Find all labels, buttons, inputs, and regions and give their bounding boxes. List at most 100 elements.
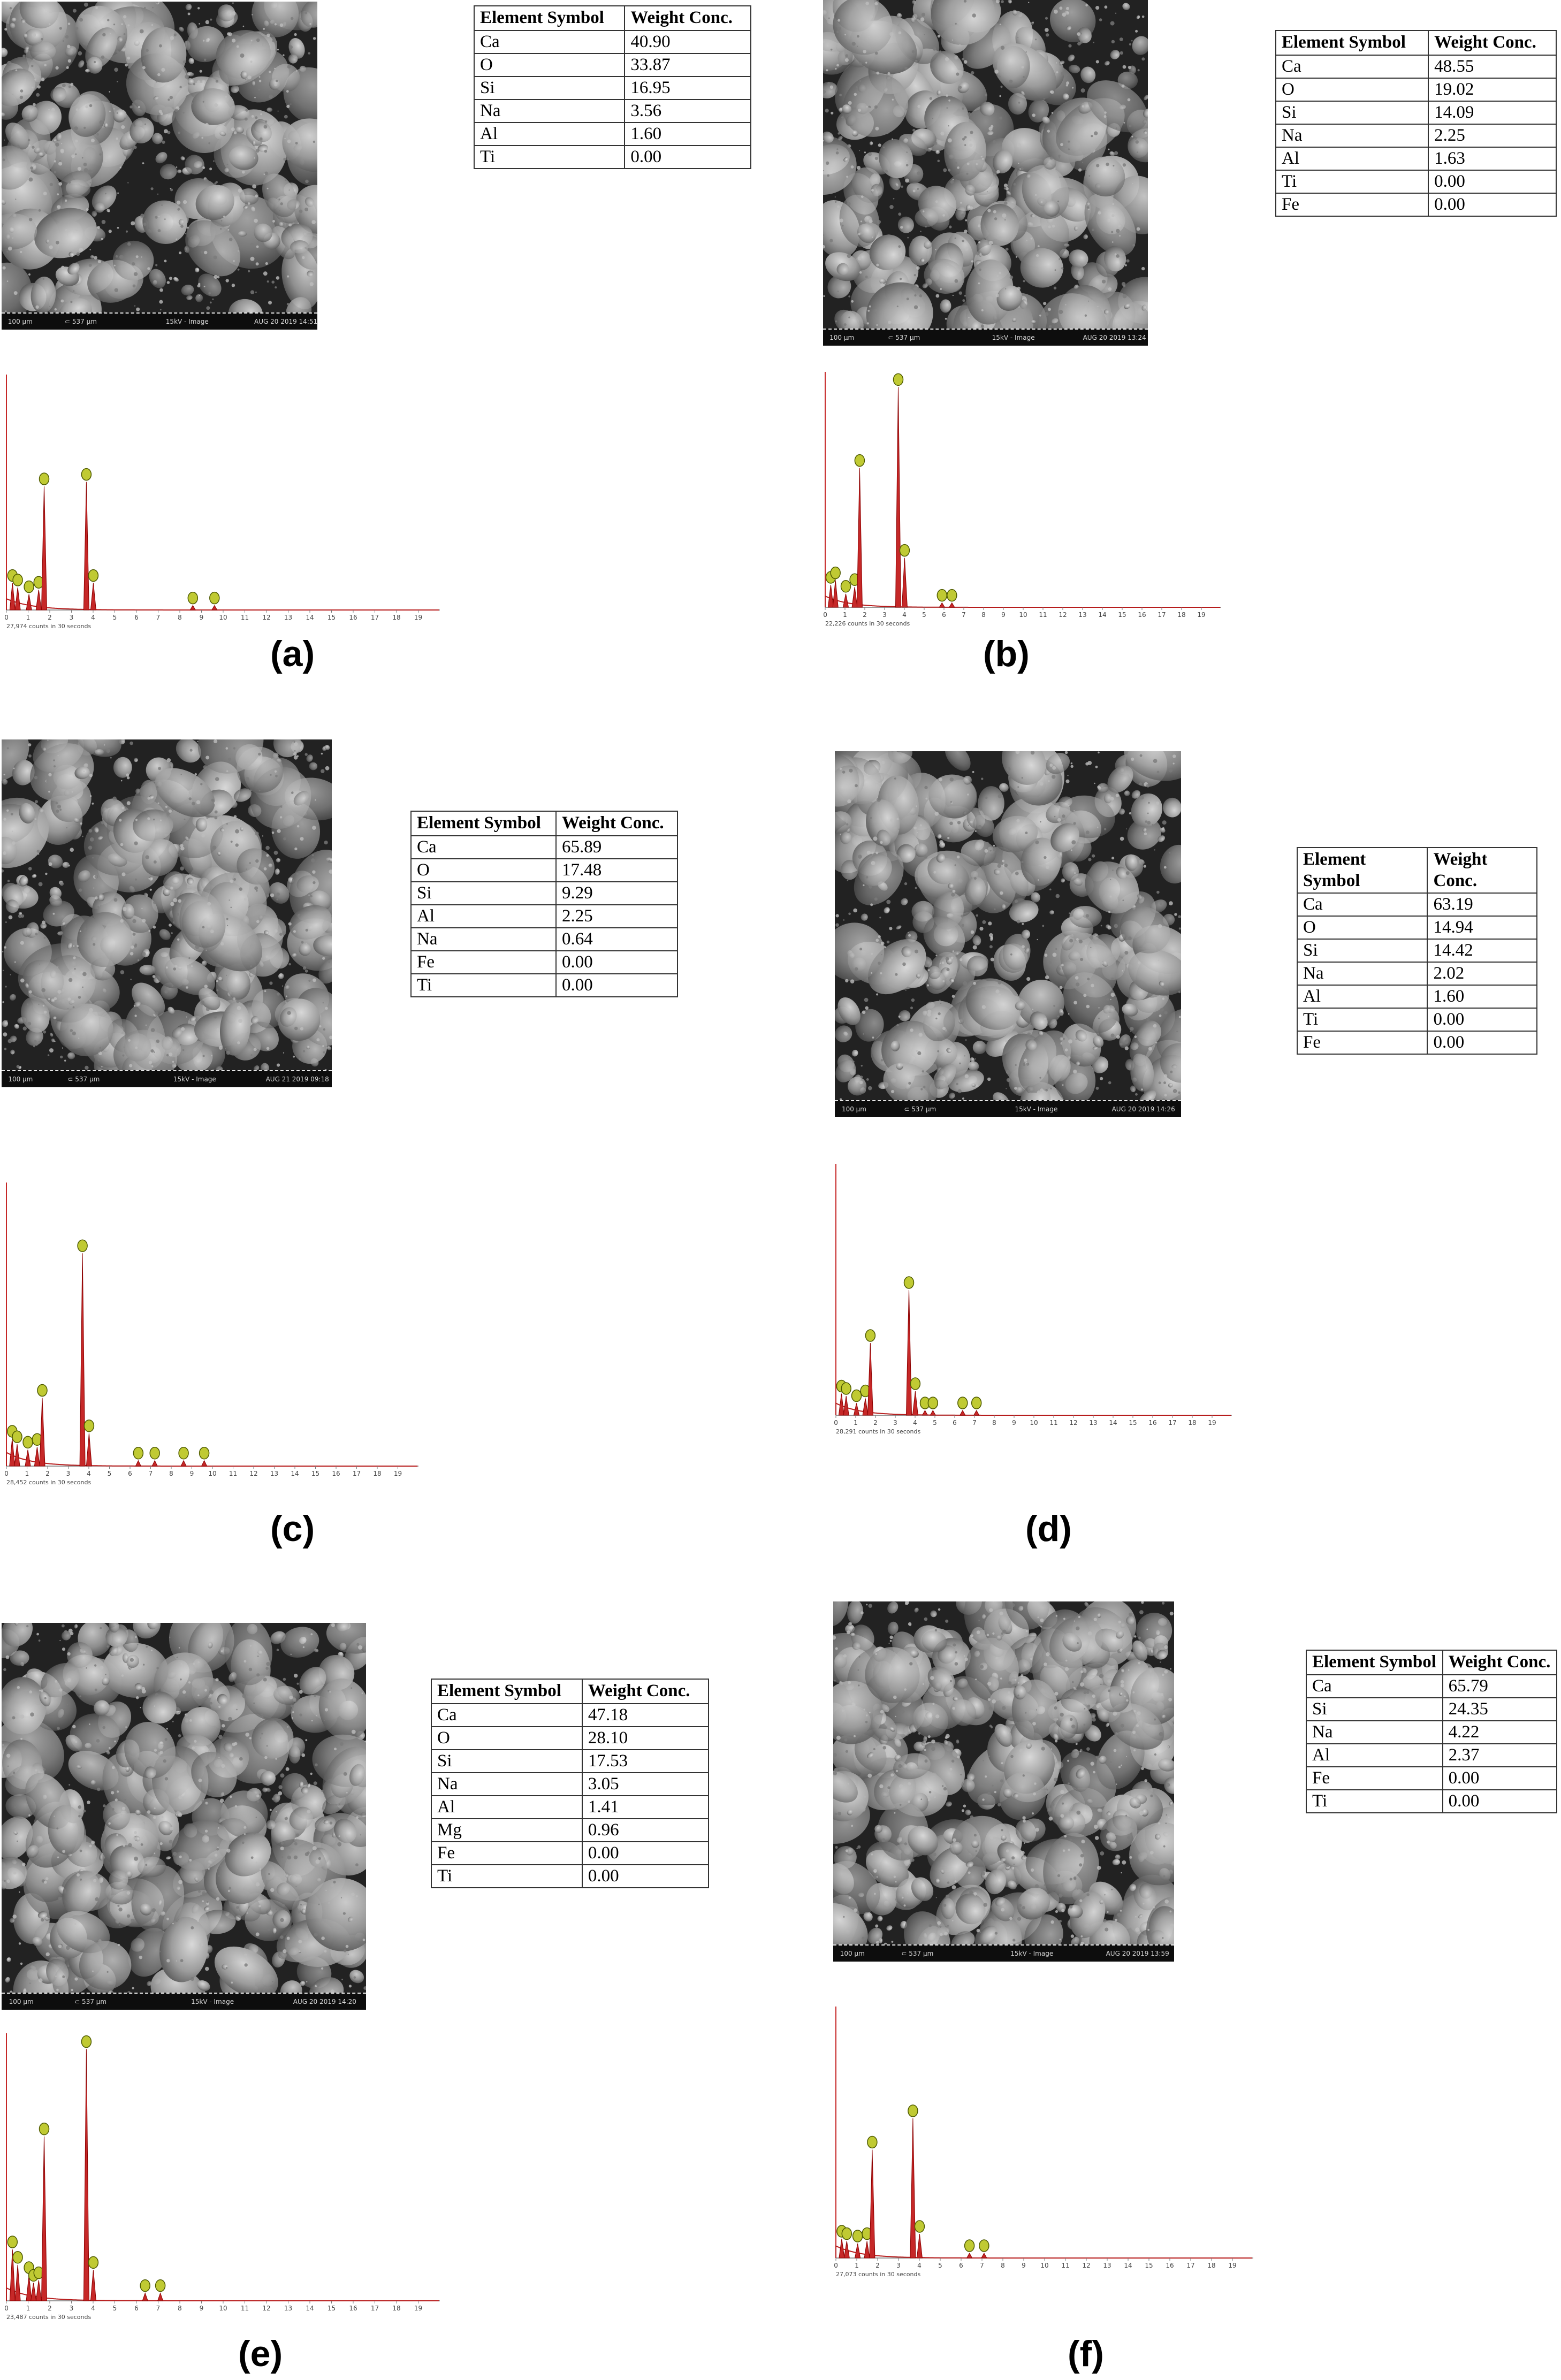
element-symbol-cell: Ca (1296, 892, 1428, 917)
scale-label: 100 µm (7, 318, 33, 325)
beam-mode-label: 15kV - Image (173, 1075, 216, 1083)
x-tick-label: 13 (1078, 611, 1086, 619)
table-row: Si 9.29 (410, 881, 678, 905)
x-tick-label: 15 (328, 2305, 336, 2312)
peak-marker (39, 472, 50, 485)
x-tick-label: 16 (1148, 1419, 1156, 1427)
table-row: O 17.48 (410, 858, 678, 882)
scale-label: 100 µm (9, 1998, 34, 2005)
peak-marker (81, 468, 92, 481)
counts-footer: 27,974 counts in 30 seconds (6, 623, 91, 630)
timestamp-label: AUG 21 2019 09:18 (265, 1075, 329, 1083)
x-tick-label: 5 (933, 1419, 937, 1427)
table-row: Si 17.53 (431, 1749, 710, 1773)
field-width-label: ⊂ 537 µm (888, 334, 920, 341)
x-tick-label: 3 (896, 2262, 901, 2269)
peak-marker (88, 2256, 99, 2269)
x-tick-label: 4 (917, 2262, 922, 2269)
spectrum-peak (26, 594, 32, 611)
spectrum-peak (86, 1433, 92, 1467)
x-tick-label: 13 (284, 2305, 292, 2312)
weight-conc-cell: 9.29 (555, 881, 678, 905)
x-tick-label: 11 (1061, 2262, 1069, 2269)
x-tick-label: 0 (834, 1419, 838, 1427)
weight-conc-cell: 0.00 (1428, 169, 1557, 194)
sem-micrograph: 100 µm ⊂ 537 µm 15kV - Image AUG 20 2019 13… (833, 1601, 1174, 1962)
particle-texture (2, 739, 332, 1071)
particle-texture (2, 2, 317, 314)
weight-conc-cell: 0.00 (1427, 1008, 1537, 1032)
spectrum-peak (895, 387, 902, 608)
peak-marker (854, 454, 865, 467)
spectrum-peak (901, 558, 908, 608)
x-tick-label: 3 (66, 1470, 71, 1477)
element-symbol-cell: Ti (473, 144, 626, 169)
weight-conc-cell: 0.00 (555, 950, 678, 974)
peak-marker (7, 2236, 18, 2248)
table-row: Ca 47.18 (431, 1703, 710, 1727)
spectrum-peak (157, 2292, 164, 2301)
field-width-label: ⊂ 537 µm (67, 1075, 100, 1083)
element-symbol-cell: Al (473, 121, 626, 146)
x-tick-label: 6 (128, 1470, 132, 1477)
weight-conc-cell: 3.05 (581, 1772, 710, 1796)
spectrum-peak (832, 580, 839, 608)
table-row: Fe 0.00 (1306, 1766, 1558, 1790)
weight-conc-cell: 1.60 (624, 121, 751, 146)
x-tick-label: 15 (328, 614, 336, 621)
element-symbol-cell: Na (410, 927, 557, 951)
spectrum-baseline (825, 595, 1221, 608)
sem-info-bar: 100 µm ⊂ 537 µm 15kV - Image AUG 20 2019 13… (823, 329, 1148, 346)
peak-marker (899, 544, 910, 557)
weight-conc-cell: 28.10 (581, 1726, 710, 1750)
sem-micrograph: 100 µm ⊂ 537 µm 15kV - Image AUG 20 2019 13… (823, 0, 1148, 346)
table-header-row: Element Symbol Weight Conc. (1296, 846, 1537, 894)
element-symbol-cell: Ca (473, 29, 626, 54)
beam-mode-label: 15kV - Image (1015, 1105, 1058, 1113)
spectrum-peak (843, 1395, 849, 1416)
x-tick-label: 10 (208, 1470, 216, 1477)
x-tick-label: 2 (873, 1419, 878, 1427)
spectrum-peak (959, 1409, 966, 1416)
spectrum-peak (912, 1391, 918, 1416)
weight-conc-cell: 17.48 (555, 858, 678, 882)
spectrum-peak (14, 1444, 20, 1467)
counts-footer: 23,487 counts in 30 seconds (6, 2314, 91, 2321)
element-symbol-cell: Si (410, 881, 557, 905)
table-row: Si 16.95 (473, 75, 751, 100)
weight-conc-cell: 48.55 (1428, 54, 1557, 79)
timestamp-label: AUG 20 2019 14:20 (293, 1998, 356, 2005)
x-tick-label: 18 (392, 614, 400, 621)
table-row: Al 2.25 (410, 904, 678, 928)
spectrum-peak (151, 1460, 158, 1467)
x-tick-label: 6 (134, 614, 139, 621)
spectrum-peak (867, 1342, 873, 1416)
x-tick-label: 15 (1129, 1419, 1137, 1427)
sem-info-bar: 100 µm ⊂ 537 µm 15kV - Image AUG 21 2019 09… (2, 1070, 332, 1087)
composition-table: Element Symbol Weight Conc. Ca 65.89 O 17.48 S… (410, 811, 678, 997)
spectrum-peak (869, 2149, 875, 2259)
spectrum-peak (9, 583, 16, 611)
x-tick-label: 15 (1118, 611, 1126, 619)
x-tick-label: 5 (108, 1470, 112, 1477)
x-tick-label: 8 (1001, 2262, 1005, 2269)
peak-marker (12, 574, 23, 586)
weight-conc-cell: 65.79 (1442, 1674, 1558, 1698)
x-tick-label: 9 (1012, 1419, 1016, 1427)
peak-marker (140, 2279, 150, 2292)
table-row: Na 4.22 (1306, 1720, 1558, 1744)
table-row: Na 0.64 (410, 927, 678, 951)
x-tick-label: 8 (992, 1419, 996, 1427)
element-symbol-cell: Na (1275, 123, 1429, 148)
peak-marker (133, 1447, 144, 1460)
counts-footer: 28,452 counts in 30 seconds (6, 1479, 91, 1486)
x-tick-label: 5 (113, 2305, 117, 2312)
x-tick-label: 15 (1145, 2262, 1153, 2269)
element-symbol-cell: Ca (1275, 54, 1429, 79)
table-row: O 28.10 (431, 1726, 710, 1750)
counts-footer: 27,073 counts in 30 seconds (836, 2271, 920, 2278)
element-symbol-cell: Al (410, 904, 557, 928)
x-tick-label: 12 (1069, 1419, 1077, 1427)
element-symbol-cell: Mg (431, 1818, 583, 1842)
